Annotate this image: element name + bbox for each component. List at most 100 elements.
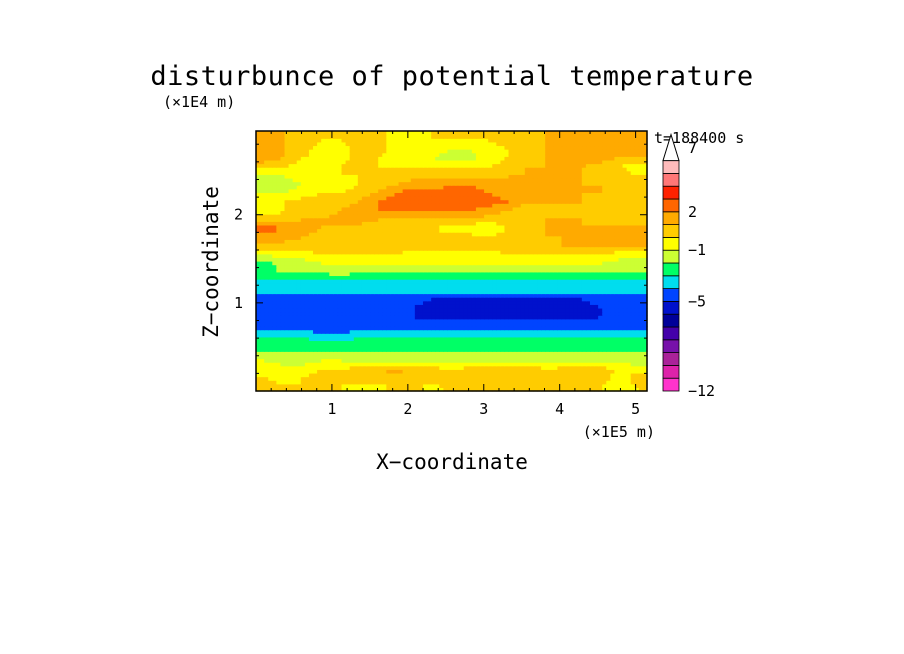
field-cell bbox=[589, 307, 595, 313]
field-cell bbox=[451, 235, 457, 240]
field-cell bbox=[549, 347, 554, 352]
field-cell bbox=[378, 282, 383, 287]
field-cell bbox=[553, 268, 558, 273]
field-cell bbox=[406, 246, 412, 251]
field-cell bbox=[484, 232, 489, 237]
field-cell bbox=[614, 354, 620, 360]
field-cell bbox=[329, 311, 334, 316]
field-cell bbox=[443, 322, 449, 327]
field-cell bbox=[313, 387, 318, 392]
field-cell bbox=[585, 351, 591, 356]
field-cell bbox=[431, 347, 436, 352]
field-cell bbox=[353, 286, 359, 291]
field-cell bbox=[504, 329, 510, 334]
field-cell bbox=[333, 261, 339, 266]
field-cell bbox=[520, 286, 526, 291]
field-cell bbox=[455, 279, 461, 284]
field-cell bbox=[333, 271, 339, 277]
field-cell bbox=[516, 311, 522, 316]
field-cell bbox=[471, 206, 477, 212]
field-cell bbox=[524, 235, 530, 240]
field-cell bbox=[512, 372, 518, 378]
field-cell bbox=[292, 250, 298, 255]
field-cell bbox=[561, 261, 567, 266]
field-cell bbox=[260, 282, 265, 287]
field-cell bbox=[524, 239, 530, 244]
field-cell bbox=[321, 250, 326, 255]
field-cell bbox=[638, 376, 644, 381]
field-cell bbox=[451, 286, 457, 291]
field-cell bbox=[394, 336, 400, 342]
field-cell bbox=[512, 257, 518, 262]
field-cell bbox=[589, 279, 595, 284]
field-cell bbox=[577, 307, 583, 313]
field-cell bbox=[516, 358, 522, 363]
field-cell bbox=[357, 376, 363, 381]
field-cell bbox=[361, 264, 367, 269]
field-cell bbox=[313, 224, 318, 230]
field-cell bbox=[475, 329, 481, 334]
field-cell bbox=[549, 268, 554, 273]
field-cell bbox=[439, 286, 444, 291]
field-cell bbox=[308, 380, 314, 385]
field-cell bbox=[292, 372, 298, 378]
field-cell bbox=[390, 297, 396, 302]
field-cell bbox=[618, 307, 624, 313]
field-cell bbox=[610, 300, 616, 305]
field-cell bbox=[585, 383, 591, 388]
field-cell bbox=[480, 322, 485, 327]
field-cell bbox=[598, 333, 603, 338]
field-cell bbox=[520, 362, 526, 367]
field-cell bbox=[418, 289, 424, 295]
field-cell bbox=[386, 376, 391, 381]
field-cell bbox=[349, 300, 355, 305]
field-cell bbox=[422, 376, 428, 381]
field-cell bbox=[435, 203, 440, 208]
field-cell bbox=[565, 239, 571, 244]
field-cell bbox=[422, 217, 428, 222]
field-cell bbox=[634, 372, 640, 378]
field-cell bbox=[394, 286, 400, 291]
field-cell bbox=[508, 286, 514, 291]
field-cell bbox=[304, 203, 310, 208]
field-cell bbox=[406, 362, 412, 367]
field-cell bbox=[272, 261, 277, 266]
field-cell bbox=[333, 246, 339, 251]
field-cell bbox=[325, 217, 330, 222]
field-cell bbox=[500, 369, 506, 374]
field-cell bbox=[512, 387, 518, 392]
field-cell bbox=[455, 380, 461, 385]
field-cell bbox=[418, 300, 424, 305]
field-cell bbox=[357, 387, 363, 392]
field-cell bbox=[610, 257, 616, 262]
field-cell bbox=[451, 268, 457, 273]
field-cell bbox=[333, 239, 339, 244]
field-cell bbox=[520, 307, 526, 313]
field-cell bbox=[325, 365, 330, 370]
field-cell bbox=[353, 347, 359, 352]
field-cell bbox=[577, 210, 583, 215]
field-cell bbox=[280, 347, 286, 352]
field-cell bbox=[467, 271, 473, 277]
field-cell bbox=[382, 318, 387, 323]
field-cell bbox=[488, 250, 493, 255]
field-cell bbox=[573, 362, 579, 367]
field-cell bbox=[508, 329, 514, 334]
field-cell bbox=[577, 344, 583, 349]
field-cell bbox=[589, 232, 595, 237]
field-cell bbox=[598, 358, 603, 363]
field-cell bbox=[504, 311, 510, 316]
field-cell bbox=[296, 286, 302, 291]
field-cell bbox=[475, 253, 481, 258]
field-cell bbox=[276, 293, 282, 298]
field-cell bbox=[488, 221, 493, 226]
field-cell bbox=[402, 347, 408, 352]
field-cell bbox=[512, 383, 518, 388]
field-cell bbox=[508, 268, 514, 273]
field-cell bbox=[610, 311, 616, 316]
field-cell bbox=[585, 300, 591, 305]
field-cell bbox=[638, 340, 644, 345]
field-cell bbox=[353, 264, 359, 269]
field-cell bbox=[471, 376, 477, 381]
field-cell bbox=[382, 387, 387, 392]
